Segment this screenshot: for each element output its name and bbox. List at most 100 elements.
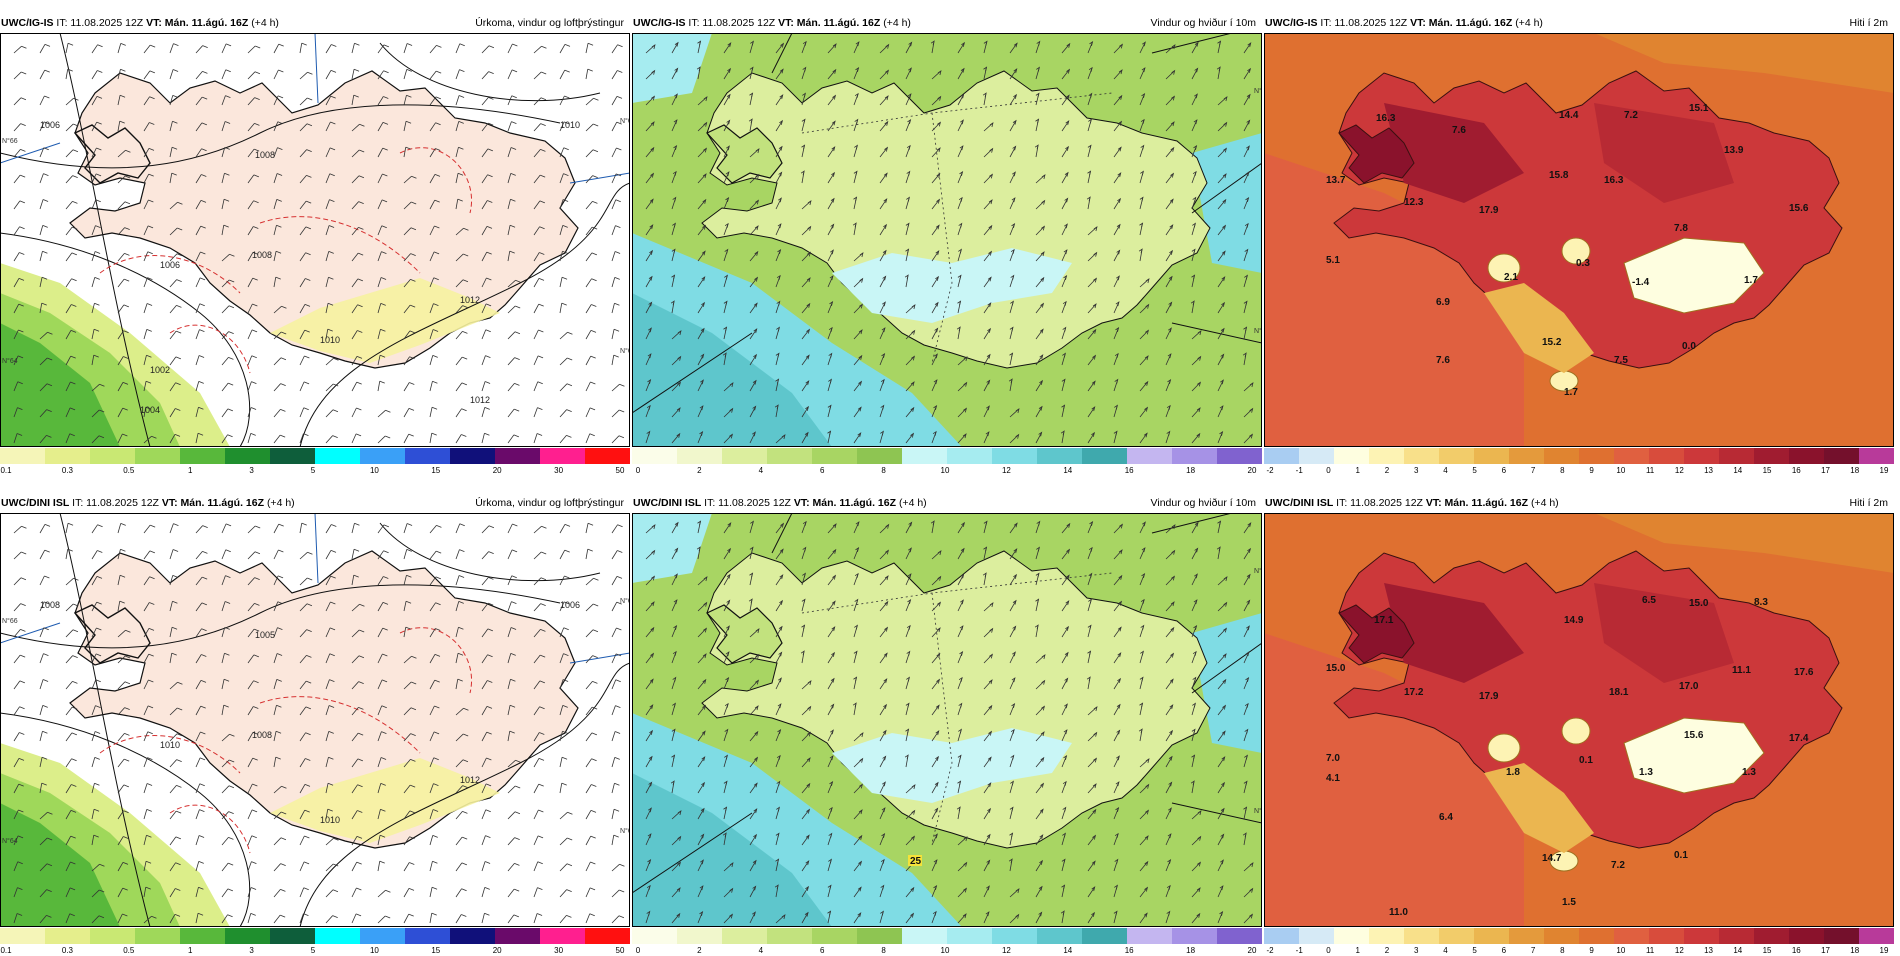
latitude-label: N°64 — [1254, 327, 1262, 335]
wind-barb — [559, 173, 564, 184]
panel-header: UWC/DINI ISL IT: 11.08.2025 12Z VT: Mán.… — [632, 495, 1262, 511]
wind-barb-barb — [99, 409, 105, 413]
wind-arrow — [697, 225, 706, 236]
wind-arrow — [1165, 576, 1175, 586]
wind-barb — [585, 355, 592, 366]
wind-barb-barb — [459, 549, 465, 552]
wind-arrow-head — [985, 911, 990, 917]
temperature-value: 15.0 — [1689, 598, 1709, 609]
wind-arrow-head — [1196, 912, 1201, 918]
wind-barb-barb — [432, 860, 438, 864]
wind-arrow-head — [1143, 432, 1148, 438]
wind-arrow-head — [701, 781, 705, 787]
wind-barb-barb — [618, 915, 625, 919]
wind-arrow — [801, 329, 810, 340]
wind-barb-barb — [510, 678, 516, 682]
colorbar-tick-label: 14 — [1733, 946, 1743, 955]
wind-barb — [559, 303, 563, 314]
wind-arrow — [697, 148, 707, 158]
wind-barb-barb — [462, 759, 469, 763]
wind-barb-barb — [305, 226, 312, 230]
wind-barb-barb — [148, 653, 154, 657]
wind-barb-barb — [67, 42, 74, 46]
wind-barb-barb — [304, 783, 311, 787]
wind-barb — [65, 330, 72, 340]
wind-barb — [481, 71, 489, 80]
wind-arrow-head — [649, 249, 653, 255]
wind-barb — [169, 147, 173, 158]
wind-arrow-head — [806, 757, 811, 763]
wind-barb — [507, 811, 516, 820]
wind-arrow-head — [1039, 379, 1043, 385]
colorbar: -2 -1 0 1 2 3 4 5 6 7 8 9 10 11 12 13 14 15 16 17 18 19 — [1264, 928, 1894, 955]
wind-arrow-head — [1015, 888, 1020, 894]
wind-barb — [221, 199, 225, 210]
colorbar-swatch — [1404, 928, 1439, 944]
wind-barb — [117, 330, 124, 340]
wind-barb-barb — [125, 175, 131, 179]
wind-barb — [195, 71, 203, 80]
map-view[interactable]: 16.3 7.6 14.4 7.2 15.1 13.9 13.7 12.3 17.9 15.8 16… — [1264, 33, 1894, 447]
wind-barb — [325, 627, 331, 638]
map-panel-wind: UWC/DINI ISL IT: 11.08.2025 12Z VT: Mán.… — [632, 495, 1262, 955]
wind-barb — [559, 435, 567, 444]
wind-barb — [299, 226, 307, 236]
wind-barb-barb — [254, 577, 260, 580]
wind-arrow — [1009, 120, 1017, 132]
wind-barb-barb — [432, 329, 439, 332]
wind-arrow-head — [1246, 573, 1251, 579]
wind-barb — [403, 69, 408, 80]
wind-arrow-head — [853, 170, 858, 176]
wind-arrow-head — [729, 433, 733, 439]
wind-barb-barb — [125, 655, 131, 659]
wind-arrow-head — [859, 303, 863, 309]
wind-arrow-head — [802, 572, 806, 578]
wind-barb-barb — [509, 224, 516, 228]
wind-barb — [533, 355, 539, 366]
map-view[interactable]: 1010 1008 1008 1006 1006 1010 1012 1004 1002 1012… — [0, 33, 630, 447]
wind-barb — [299, 407, 305, 418]
map-view[interactable]: 17.1 14.9 6.5 15.0 8.3 15.0 17.2 17.9 18.1 17.0 11… — [1264, 513, 1894, 927]
colorbar-swatch — [1684, 928, 1719, 944]
wind-barb-barb — [71, 732, 78, 736]
wind-barb-barb — [540, 628, 546, 632]
wind-barb-barb — [458, 601, 464, 604]
map-view[interactable]: 1006100510081010100810101012N°66N°66N°64… — [0, 513, 630, 927]
wind-arrow-head — [1243, 300, 1248, 306]
wind-barb — [403, 810, 411, 820]
wind-arrow — [879, 198, 888, 210]
wind-arrow — [1113, 147, 1122, 158]
wind-arrow — [1165, 173, 1174, 184]
wind-arrow — [905, 913, 914, 924]
wind-arrow-head — [802, 92, 806, 98]
wind-barb — [559, 332, 568, 340]
wind-arrow-head — [1242, 832, 1247, 838]
wind-arrow-head — [882, 755, 887, 761]
graticule-line — [632, 332, 753, 414]
temperature-value: 1.8 — [1506, 767, 1520, 778]
wind-arrow-head — [726, 93, 731, 99]
wind-arrow-head — [1065, 625, 1069, 631]
wind-barb — [481, 174, 488, 184]
temperature-value: 6.9 — [1436, 297, 1450, 308]
wind-barb-barb — [510, 653, 516, 656]
wind-barb — [117, 575, 121, 586]
wind-arrow-head — [1060, 430, 1065, 436]
wind-arrow-head — [781, 434, 786, 440]
map-view[interactable]: N°66N°64 — [632, 33, 1262, 447]
wind-arrow — [931, 173, 941, 184]
map-view[interactable]: N°66N°6425 — [632, 513, 1262, 927]
colorbar-swatch — [540, 448, 585, 464]
wind-barb — [611, 915, 620, 924]
wind-arrow-head — [957, 754, 962, 760]
wind-arrow — [879, 70, 889, 80]
wind-barb — [143, 524, 151, 534]
wind-arrow — [1243, 522, 1252, 534]
wind-barb — [39, 889, 47, 898]
wind-arrow — [1217, 251, 1226, 262]
wind-arrow — [1087, 783, 1097, 794]
wind-arrow — [749, 277, 758, 288]
lead-time: (+4 h) — [1515, 17, 1543, 29]
wind-arrow — [879, 147, 888, 158]
wind-barb — [91, 199, 97, 210]
